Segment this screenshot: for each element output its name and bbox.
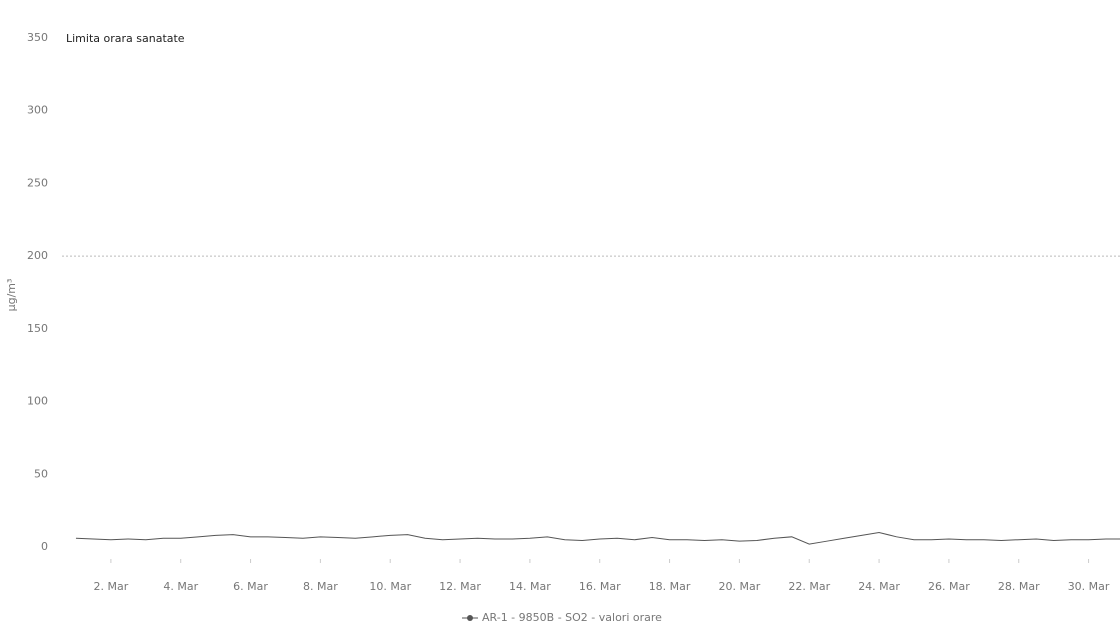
y-axis-title: µg/m³ [5,279,18,312]
x-tick-label: 18. Mar [649,580,691,593]
y-tick-label: 350 [27,31,48,44]
legend-label[interactable]: AR-1 - 9850B - SO2 - valori orare [482,611,662,623]
y-tick-label: 0 [41,540,48,553]
y-tick-label: 50 [34,467,48,480]
x-tick-label: 14. Mar [509,580,551,593]
x-tick-label: 22. Mar [788,580,830,593]
x-tick-label: 30. Mar [1068,580,1110,593]
y-tick-label: 100 [27,395,48,408]
data-line [75,531,1120,545]
x-tick-label: 16. Mar [579,580,621,593]
limit-label: Limita orara sanatate [66,32,185,45]
x-tick-label: 12. Mar [439,580,481,593]
y-tick-label: 300 [27,104,48,117]
x-tick-label: 4. Mar [163,580,198,593]
x-tick-label: 20. Mar [719,580,761,593]
y-tick-label: 200 [27,249,48,262]
x-tick-label: 6. Mar [233,580,268,593]
y-tick-label: 150 [27,322,48,335]
legend-marker[interactable] [467,615,473,621]
x-tick-label: 28. Mar [998,580,1040,593]
x-tick-label: 8. Mar [303,580,338,593]
x-tick-label: 2. Mar [94,580,129,593]
x-tick-label: 10. Mar [369,580,411,593]
y-tick-label: 250 [27,176,48,189]
x-tick-label: 26. Mar [928,580,970,593]
x-tick-label: 24. Mar [858,580,900,593]
